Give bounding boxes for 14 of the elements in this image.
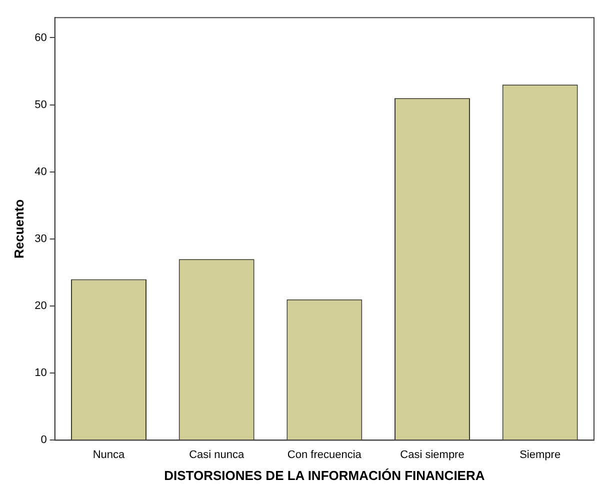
x-tick-label: Casi siempre: [400, 448, 464, 461]
y-tick-label: 50: [34, 98, 47, 111]
y-tick-label: 40: [34, 166, 47, 178]
y-tick-label: 0: [40, 434, 47, 446]
y-tick-label: 10: [34, 367, 47, 380]
y-tick-label: 60: [34, 32, 47, 44]
x-tick-label: Siempre: [520, 448, 561, 461]
x-tick-label: Con frecuencia: [287, 448, 362, 461]
y-tick-label: 20: [34, 300, 47, 312]
x-tick-label: Nunca: [92, 448, 126, 461]
y-axis-title: Recuento: [11, 199, 26, 259]
x-axis-title: DISTORSIONES DE LA INFORMACIÓN FINANCIERA: [164, 468, 486, 483]
x-tick-label: Casi nunca: [189, 448, 245, 461]
y-tick-label: 30: [34, 232, 47, 245]
